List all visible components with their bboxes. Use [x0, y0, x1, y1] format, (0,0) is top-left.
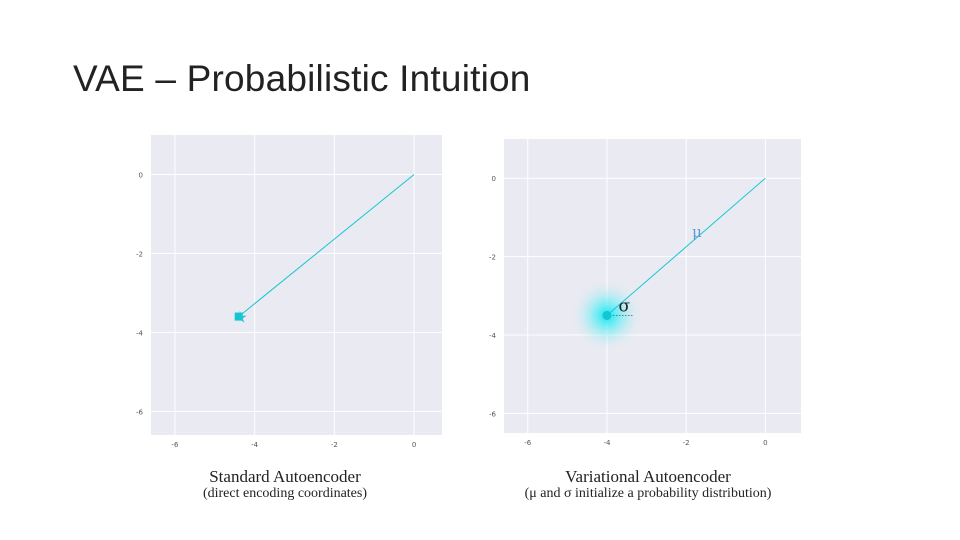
- mu-label: μ: [692, 223, 702, 241]
- right-plot-panel: [504, 139, 801, 433]
- right-caption-title: Variational Autoencoder: [565, 467, 731, 486]
- x-tick-label: 0: [763, 439, 767, 447]
- right-y-tick-labels: 0 -2 -4 -6: [489, 175, 497, 418]
- left-caption-title: Standard Autoencoder: [209, 467, 361, 486]
- x-tick-label: -6: [171, 441, 179, 449]
- x-tick-label: 0: [412, 441, 416, 449]
- x-tick-label: -2: [683, 439, 690, 447]
- y-tick-label: -4: [489, 332, 497, 340]
- y-tick-label: -6: [489, 410, 497, 418]
- right-plot-grid: [504, 139, 801, 433]
- right-caption-subtitle: (μ and σ initialize a probability distri…: [524, 486, 772, 501]
- slide-title: VAE – Probabilistic Intuition: [73, 58, 531, 99]
- sigma-label: σ: [619, 296, 631, 316]
- y-tick-label: -4: [136, 329, 144, 337]
- variational-autoencoder-caption: Variational Autoencoder (μ and σ initial…: [488, 467, 808, 502]
- y-tick-label: -2: [136, 250, 143, 258]
- x-tick-label: -2: [331, 441, 338, 449]
- left-encoding-point: [234, 310, 247, 323]
- left-y-tick-labels: 0 -2 -4 -6: [136, 171, 144, 416]
- x-tick-label: -4: [251, 441, 259, 449]
- x-tick-label: -6: [524, 439, 532, 447]
- left-encoding-line: [238, 174, 415, 317]
- left-x-tick-labels: -6 -4 -2 0: [171, 441, 416, 449]
- right-x-tick-labels: -6 -4 -2 0: [524, 439, 767, 447]
- y-tick-label: 0: [492, 175, 496, 183]
- y-tick-label: 0: [139, 171, 143, 179]
- left-plot-panel: [151, 135, 442, 435]
- encoding-marker-star: [239, 310, 247, 323]
- standard-autoencoder-caption: Standard Autoencoder (direct encoding co…: [170, 467, 400, 502]
- mu-vector-line: [606, 177, 766, 316]
- left-plot-grid: [151, 135, 442, 435]
- variational-autoencoder-plot: μ σ -6 -4 -2 0 0 -2 -4 -6: [489, 139, 801, 447]
- mu-point: [602, 310, 612, 320]
- encoding-marker-square: [234, 312, 243, 321]
- y-tick-label: -6: [136, 408, 144, 416]
- left-caption-subtitle: (direct encoding coordinates): [202, 486, 368, 501]
- x-tick-label: -4: [603, 439, 611, 447]
- y-tick-label: -2: [489, 254, 496, 262]
- standard-autoencoder-plot: -6 -4 -2 0 0 -2 -4 -6: [136, 135, 442, 449]
